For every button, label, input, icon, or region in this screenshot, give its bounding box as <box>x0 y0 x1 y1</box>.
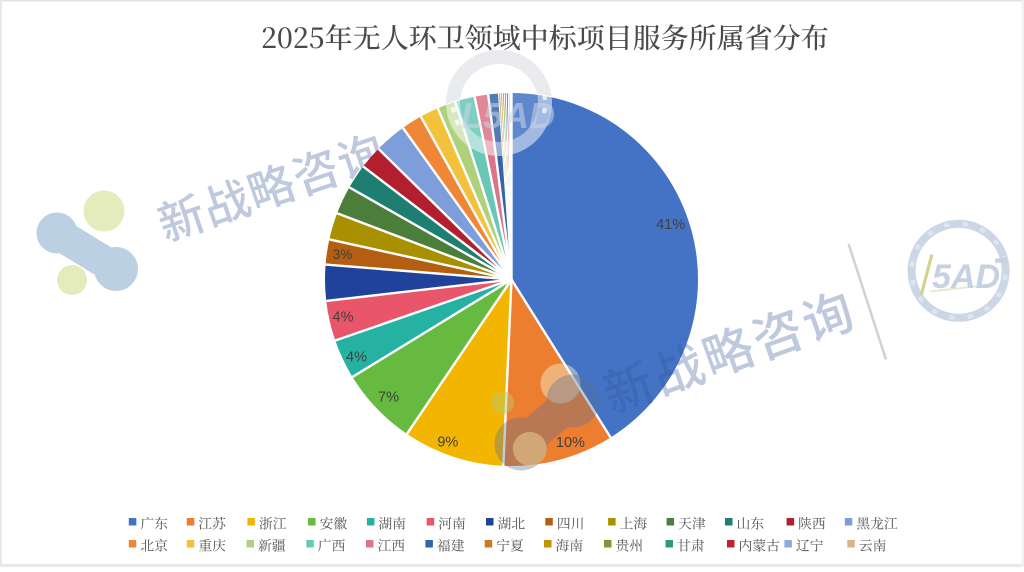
svg-text:4%: 4% <box>346 350 367 366</box>
svg-text:7%: 7% <box>378 390 399 406</box>
svg-text:10%: 10% <box>556 435 585 451</box>
svg-text:3%: 3% <box>333 247 353 262</box>
svg-text:41%: 41% <box>656 217 685 233</box>
svg-text:L5AD: L5AD <box>461 95 555 136</box>
svg-text:9%: 9% <box>437 434 458 450</box>
svg-text:5AD: 5AD <box>932 258 1000 296</box>
svg-text:4%: 4% <box>333 310 354 326</box>
